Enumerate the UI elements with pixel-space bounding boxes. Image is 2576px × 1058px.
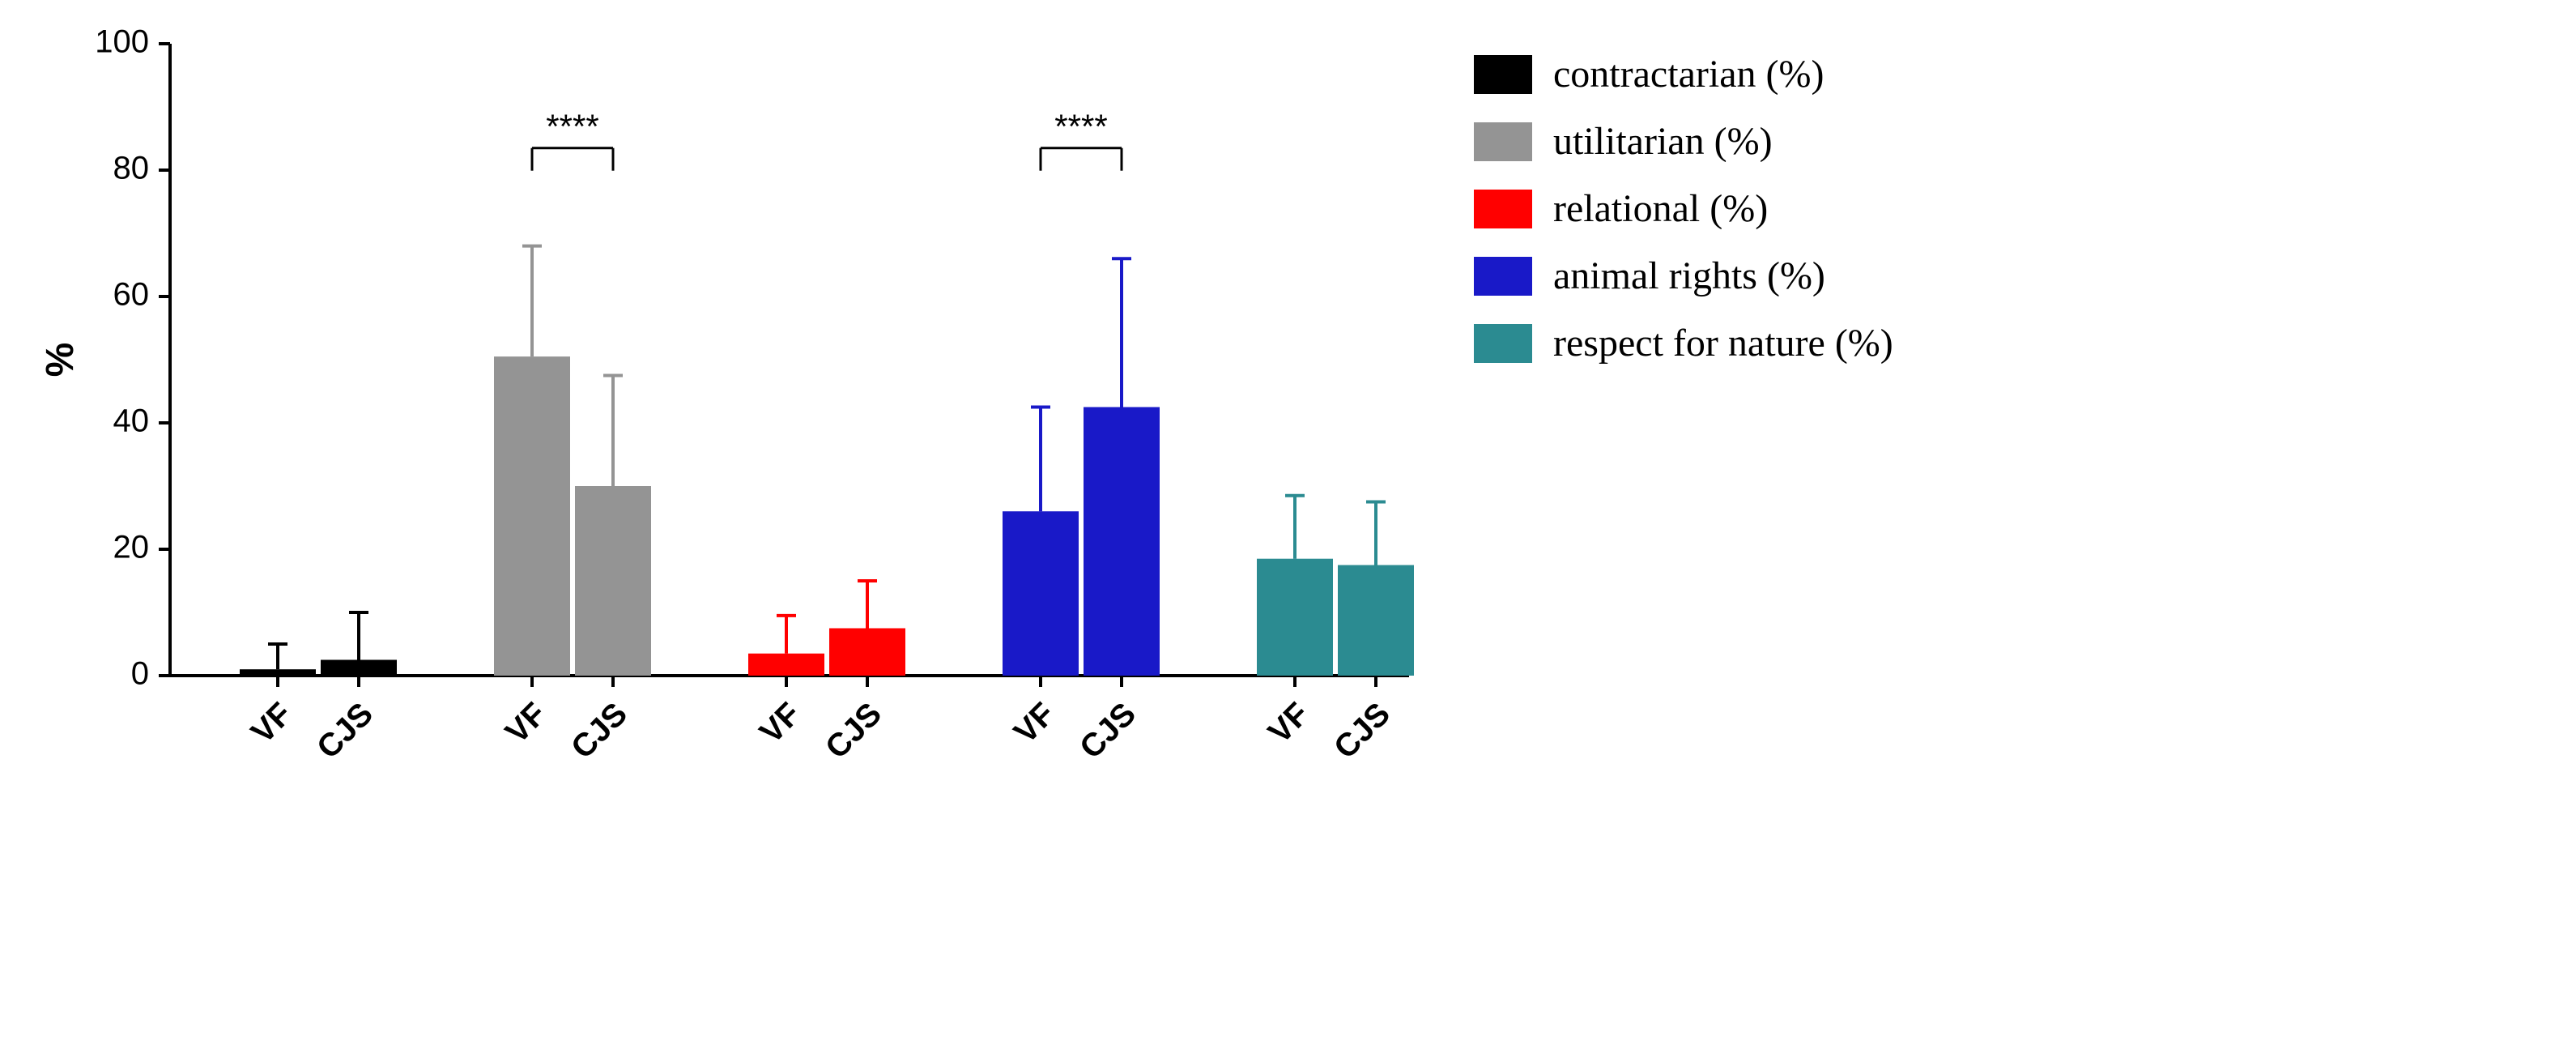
legend-label: utilitarian (%) [1553, 119, 1773, 164]
legend: contractarian (%) utilitarian (%) relation… [1474, 19, 1893, 365]
x-tick-label: VF [245, 696, 299, 750]
x-tick-label: VF [1262, 696, 1316, 750]
x-tick-label: VF [753, 696, 807, 750]
x-tick-label: CJS [819, 696, 888, 766]
legend-item: contractarian (%) [1474, 52, 1893, 96]
bar [1084, 407, 1160, 676]
bar [240, 669, 316, 676]
bar [748, 654, 824, 676]
y-axis-label: % [39, 343, 82, 378]
legend-label: contractarian (%) [1553, 52, 1824, 96]
legend-swatch [1474, 324, 1532, 363]
y-tick-label: 80 [113, 151, 150, 186]
bar [1338, 565, 1414, 676]
legend-label: animal rights (%) [1553, 254, 1825, 298]
bar [321, 660, 397, 676]
y-tick-label: 0 [131, 656, 149, 692]
legend-item: utilitarian (%) [1474, 119, 1893, 164]
y-tick-label: 20 [113, 530, 150, 565]
legend-label: relational (%) [1553, 186, 1768, 231]
bar [575, 486, 651, 676]
legend-label: respect for nature (%) [1553, 321, 1893, 365]
bar [1003, 511, 1079, 676]
bar [494, 356, 570, 676]
x-tick-label: CJS [1073, 696, 1143, 766]
sig-label: **** [546, 108, 598, 146]
x-tick-label: VF [1007, 696, 1062, 750]
legend-item: respect for nature (%) [1474, 321, 1893, 365]
bar [829, 629, 905, 676]
bar [1257, 559, 1333, 676]
y-tick-label: 60 [113, 277, 150, 313]
x-tick-label: VF [499, 696, 553, 750]
legend-swatch [1474, 257, 1532, 296]
y-tick-label: 100 [95, 24, 149, 60]
legend-swatch [1474, 55, 1532, 94]
chart-plot-area: 020406080100%VFCJSVFCJS****VFCJSVFCJS***… [32, 19, 1425, 817]
sig-label: **** [1054, 108, 1107, 146]
bar-chart: 020406080100%VFCJSVFCJS****VFCJSVFCJS***… [32, 19, 1425, 813]
legend-swatch [1474, 190, 1532, 228]
legend-swatch [1474, 122, 1532, 161]
x-tick-label: CJS [564, 696, 634, 766]
legend-item: relational (%) [1474, 186, 1893, 231]
x-tick-label: CJS [1327, 696, 1397, 766]
legend-item: animal rights (%) [1474, 254, 1893, 298]
x-tick-label: CJS [310, 696, 380, 766]
y-tick-label: 40 [113, 403, 150, 439]
